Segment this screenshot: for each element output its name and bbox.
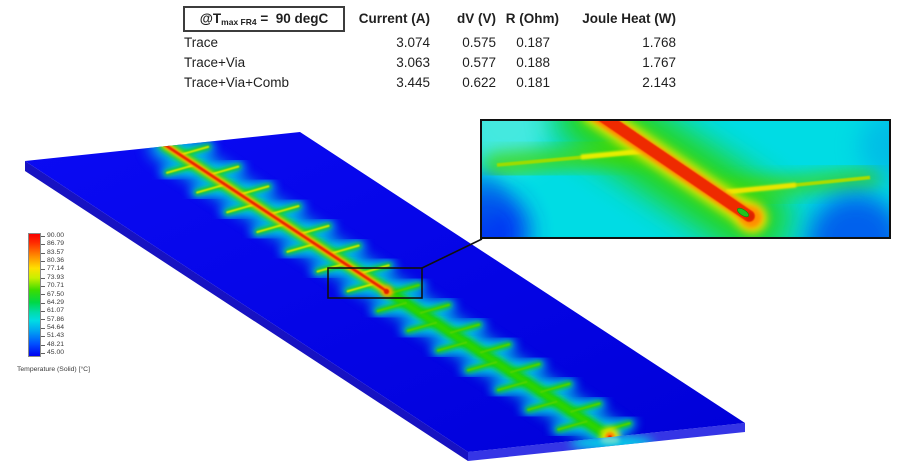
heat-branch — [389, 284, 420, 295]
heat-branch — [239, 185, 270, 196]
legend-tick: 54.64 — [41, 324, 64, 332]
legend-tick: 64.29 — [41, 299, 64, 307]
heat-branch — [527, 400, 558, 411]
heat-branch — [540, 382, 571, 393]
heat-branch — [359, 264, 390, 275]
cell-current: 3.063 — [396, 54, 430, 70]
cell-joule: 1.768 — [642, 34, 676, 50]
cell-r: 0.187 — [516, 34, 550, 50]
legend-tick: 61.07 — [41, 307, 64, 315]
heat-branch — [479, 343, 511, 354]
heat-branch — [376, 301, 407, 313]
heat-branch — [256, 222, 287, 234]
column-header-r: R (Ohm) — [505, 11, 559, 26]
legend-tick: 80.36 — [41, 257, 64, 265]
callout-rectangle — [327, 267, 423, 299]
legend-tick: 90.00 — [41, 232, 64, 240]
column-header-current: Current (A) — [358, 11, 430, 26]
via-pad — [737, 207, 749, 218]
cell-dv: 0.577 — [462, 54, 496, 70]
legend-title: Temperature (Solid) [°C] — [17, 366, 90, 373]
condition-box: @T max FR4 = 90 degC — [183, 5, 345, 32]
callout-leader-line — [421, 238, 483, 269]
board-side-left-face — [25, 161, 468, 461]
row-label: Trace — [184, 34, 219, 50]
cell-joule: 2.143 — [642, 74, 676, 90]
cell-joule: 1.767 — [642, 54, 676, 70]
results-table: @T max FR4 = 90 degC Current (A) dV (V) R… — [183, 5, 677, 92]
legend-tick: 86.79 — [41, 241, 64, 248]
heat-branch — [570, 402, 601, 413]
heat-branch — [209, 165, 240, 176]
legend-tick: 51.43 — [41, 333, 64, 340]
cell-dv: 0.575 — [462, 34, 496, 50]
heat-branch — [299, 224, 330, 235]
cell-dv: 0.622 — [462, 74, 496, 90]
heat-branch — [329, 244, 360, 255]
heat-branch — [449, 323, 481, 334]
heat-branch — [466, 361, 498, 372]
heat-branch — [557, 420, 588, 431]
legend-tick-labels: 90.00 86.79 83.57 80.36 77.14 73.93 70.7… — [41, 232, 64, 357]
legend-tick: 73.93 — [41, 274, 64, 282]
legend-tick: 48.21 — [41, 341, 64, 349]
heat-branch — [436, 341, 468, 352]
inset-zoom-view — [481, 120, 890, 238]
legend-tick: 45.00 — [41, 349, 64, 357]
legend-tick: 77.14 — [41, 266, 64, 273]
inset-trace — [597, 120, 755, 222]
heat-branch — [497, 380, 528, 392]
row-label: Trace+Via — [184, 54, 246, 70]
legend-tick: 67.50 — [41, 291, 64, 299]
temperature-legend: 90.00 86.79 83.57 80.36 77.14 73.93 70.7… — [17, 232, 127, 373]
inset-border — [480, 119, 891, 239]
cell-r: 0.188 — [516, 54, 550, 70]
legend-tick: 83.57 — [41, 249, 64, 257]
heat-branch — [178, 145, 210, 156]
heat-branch — [286, 242, 317, 253]
legend-tick: 70.71 — [41, 282, 64, 290]
cell-current: 3.074 — [396, 34, 430, 50]
column-header-joule: Joule Heat (W) — [582, 11, 676, 26]
cell-r: 0.181 — [516, 74, 550, 90]
heat-branch — [269, 205, 300, 216]
heat-branch — [510, 363, 541, 374]
heat-branch — [406, 321, 437, 332]
row-label: Trace+Via+Comb — [184, 74, 290, 90]
legend-colorbar — [28, 233, 41, 357]
cell-current: 3.445 — [396, 74, 430, 90]
heat-branch — [196, 183, 227, 194]
column-header-dv: dV (V) — [457, 11, 496, 26]
heat-branch — [226, 203, 257, 214]
heat-branch — [165, 163, 197, 174]
heat-branch — [419, 303, 450, 314]
legend-tick: 57.86 — [41, 316, 64, 324]
